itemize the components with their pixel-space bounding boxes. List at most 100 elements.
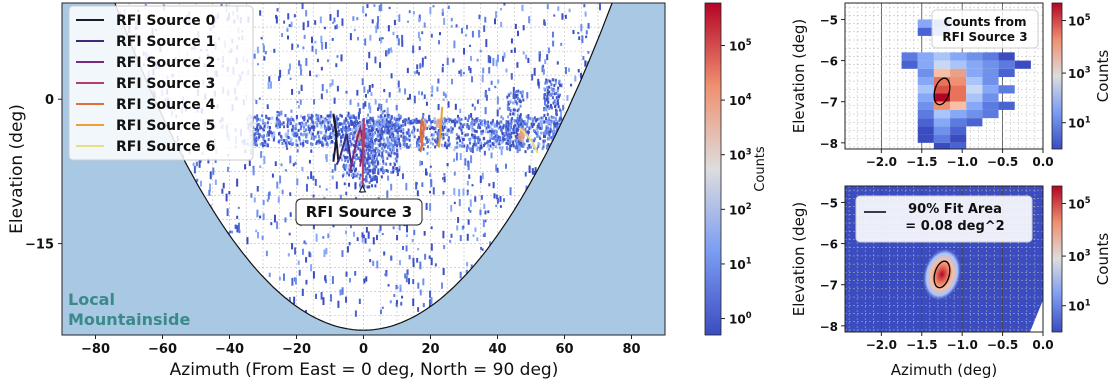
sky-pixel (469, 44, 472, 48)
sky-pixel (455, 152, 458, 161)
band-pixel (254, 127, 257, 131)
band-pixel (256, 131, 259, 135)
sky-pixel (494, 18, 497, 25)
sky-pixel (463, 48, 466, 55)
band-pixel (428, 116, 431, 120)
band-pixel (387, 126, 390, 130)
band-pixel (285, 138, 288, 142)
band-pixel (337, 117, 340, 121)
sky-pixel (399, 288, 402, 292)
sky-pixel (361, 232, 364, 238)
sky-pixel (393, 19, 396, 26)
band-pixel (505, 137, 508, 141)
band-pixel (456, 141, 459, 145)
band-pixel (407, 145, 410, 149)
band-pixel (402, 139, 405, 143)
band-pixel (348, 134, 351, 138)
column-pixel (349, 163, 352, 167)
column-pixel (547, 116, 550, 120)
sky-pixel (510, 73, 513, 80)
sky-pixel (297, 260, 300, 265)
sky-pixel (305, 257, 308, 263)
band-pixel (429, 123, 432, 127)
sky-pixel (287, 35, 290, 40)
band-pixel (337, 125, 340, 129)
band-pixel (291, 128, 294, 132)
sky-pixel (429, 203, 432, 211)
column-pixel (382, 170, 385, 174)
column-pixel (354, 157, 357, 161)
band-pixel (458, 143, 461, 147)
inset-top-pixel (982, 60, 999, 69)
band-pixel (317, 131, 320, 135)
band-pixel (330, 139, 333, 143)
sky-pixel (443, 176, 446, 183)
band-pixel (324, 137, 327, 141)
sky-pixel (354, 310, 357, 317)
sky-pixel (581, 35, 584, 44)
sky-pixel (225, 193, 228, 202)
sky-pixel (481, 74, 484, 83)
column-pixel (376, 154, 379, 158)
band-pixel (544, 139, 547, 143)
band-pixel (446, 120, 449, 124)
column-pixel (516, 116, 519, 120)
sky-pixel (416, 64, 419, 70)
band-pixel (530, 126, 533, 130)
band-pixel (505, 119, 508, 123)
band-pixel (431, 120, 434, 124)
column-pixel (343, 121, 346, 125)
column-pixel (507, 137, 510, 141)
band-pixel (416, 141, 419, 145)
band-pixel (416, 128, 419, 132)
band-pixel (491, 146, 494, 150)
sky-pixel (400, 301, 403, 306)
sky-pixel (362, 102, 365, 110)
column-pixel (353, 124, 356, 128)
sky-pixel (402, 245, 405, 250)
band-pixel (501, 133, 504, 137)
local-mountainside-region (62, 3, 665, 335)
column-pixel (522, 98, 525, 102)
band-pixel (490, 141, 493, 145)
sky-pixel (496, 54, 499, 63)
inset-top-pixel (982, 77, 999, 86)
column-pixel (387, 137, 390, 141)
column-pixel (559, 108, 562, 112)
column-pixel (558, 118, 561, 122)
column-pixel (363, 155, 366, 159)
column-pixel (513, 119, 516, 123)
column-pixel (551, 120, 554, 124)
sky-pixel (331, 276, 334, 284)
inset-top-pixel (933, 85, 951, 94)
sky-pixel (420, 161, 423, 166)
inset-bottom-corner-mask (1030, 300, 1043, 332)
band-pixel (413, 127, 416, 131)
sky-pixel (392, 226, 395, 230)
sky-pixel (484, 107, 487, 115)
track-rfi-source-6 (518, 127, 539, 154)
sky-pixel (339, 194, 342, 201)
band-pixel (471, 136, 474, 140)
band-pixel (254, 138, 257, 142)
band-pixel (538, 142, 541, 146)
sky-pixel (390, 73, 393, 79)
column-pixel (372, 165, 375, 169)
sky-pixel (424, 56, 427, 59)
sky-pixel (333, 17, 336, 23)
band-pixel (305, 128, 308, 132)
sky-pixel (321, 42, 324, 50)
sky-pixel (336, 9, 339, 18)
band-pixel (550, 138, 553, 142)
column-pixel (558, 80, 561, 84)
column-pixel (355, 167, 358, 171)
band-pixel (499, 136, 502, 140)
column-pixel (553, 129, 556, 133)
band-pixel (257, 117, 260, 121)
sky-pixel (365, 175, 368, 183)
inset-top-pixel (933, 142, 951, 149)
sky-pixel (455, 24, 458, 28)
band-pixel (485, 126, 488, 130)
column-pixel (379, 142, 382, 146)
band-pixel (478, 138, 481, 142)
